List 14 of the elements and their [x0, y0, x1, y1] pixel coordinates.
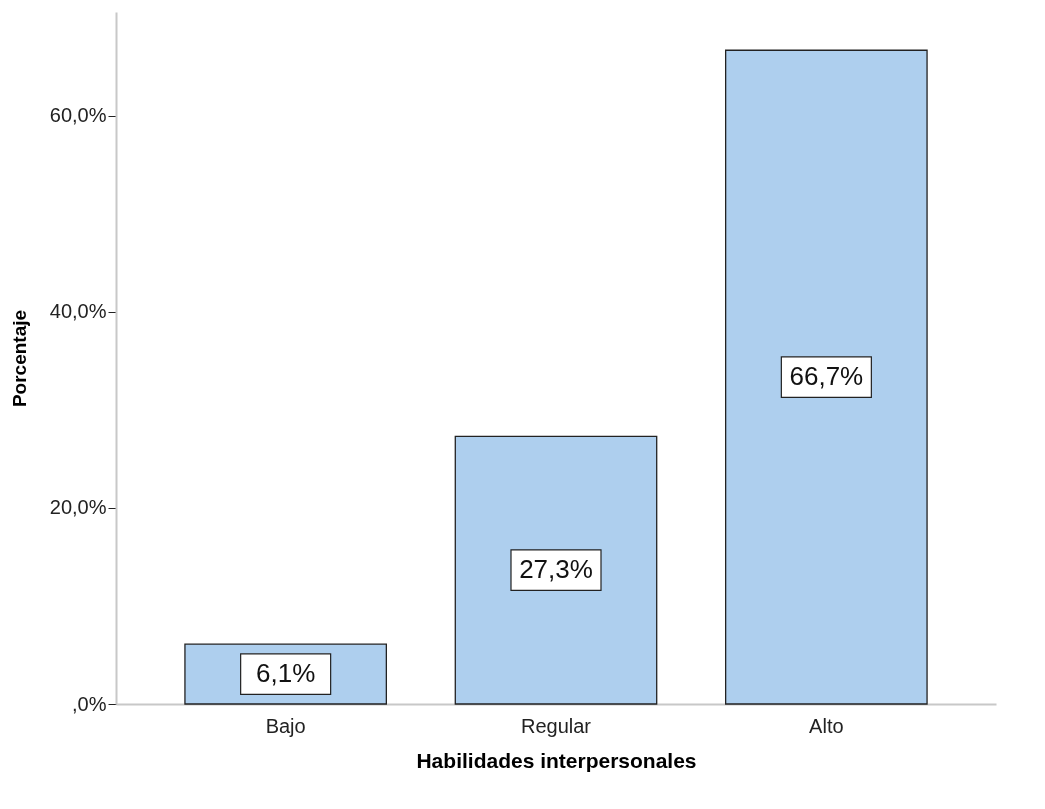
bar: [725, 49, 928, 705]
y-tick-label: 40,0%: [49, 300, 107, 323]
bar: [454, 435, 658, 705]
y-tick-label: ,0%: [72, 692, 107, 715]
x-tick-label: Alto: [809, 714, 844, 737]
data-label: 27,3%: [519, 554, 593, 585]
y-tick-label: 60,0%: [49, 104, 107, 127]
x-axis-title: Habilidades interpersonales: [416, 748, 697, 772]
y-tick-label: 20,0%: [49, 496, 107, 519]
x-tick-label: Regular: [520, 714, 592, 737]
y-axis-title: Porcentaje: [8, 309, 30, 408]
data-label: 66,7%: [789, 361, 864, 392]
data-label: 6,1%: [256, 658, 316, 689]
x-tick-label: Bajo: [265, 714, 306, 737]
